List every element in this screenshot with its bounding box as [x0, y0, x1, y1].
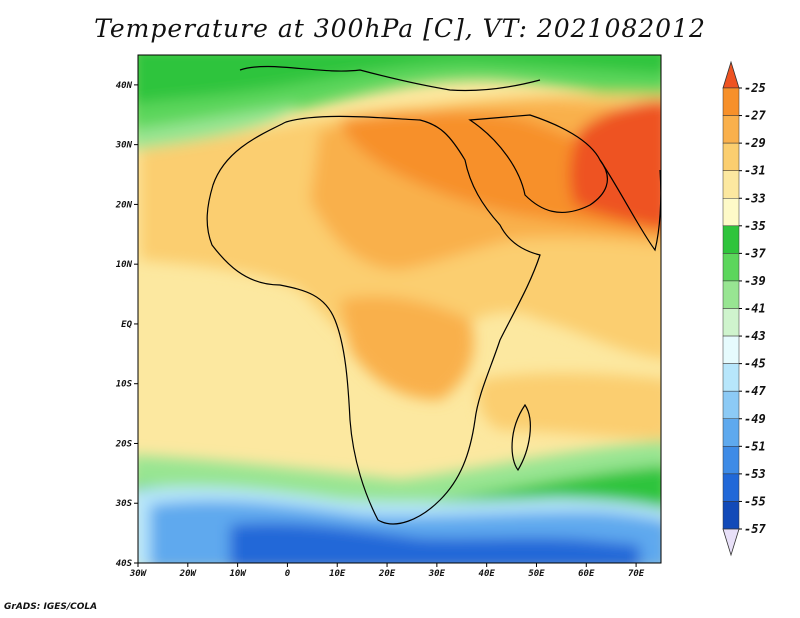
- lon-tick-label: 20W: [179, 569, 198, 579]
- colorbar-swatch: [722, 170, 740, 199]
- colorbar-swatch: [722, 87, 740, 116]
- colorbar-swatch: [722, 225, 740, 254]
- colorbar-swatch: [722, 280, 740, 309]
- lon-tick-label: 40E: [479, 569, 496, 579]
- lat-tick-label: 10N: [116, 260, 133, 270]
- colorbar-top-arrow: [722, 60, 740, 89]
- colorbar-label: -51: [744, 439, 766, 453]
- colorbar-label: -55: [744, 494, 766, 508]
- coastlines: [206, 65, 661, 525]
- lon-tick-label: 10E: [329, 569, 346, 579]
- lat-tick-label: 30S: [115, 499, 133, 509]
- field-india-hottest: [569, 100, 661, 229]
- lon-tick-label: 20E: [378, 569, 396, 579]
- colorbar-label: -37: [744, 246, 766, 260]
- lon-tick-label: 10W: [229, 569, 247, 579]
- lon-tick-label: 50E: [528, 569, 545, 579]
- lat-tick-label: 30N: [115, 141, 133, 151]
- field-north-light: [138, 104, 300, 150]
- colorbar-swatch: [722, 501, 740, 530]
- africa-coastline: [206, 115, 541, 525]
- map-title: Temperature at 300hPa [C], VT: 202108201…: [94, 14, 706, 43]
- colorbar-bottom-arrow: [722, 528, 740, 557]
- colorbar-swatch: [722, 142, 740, 171]
- colorbar-label: -29: [744, 136, 766, 150]
- lat-tick-label: 10S: [116, 380, 133, 390]
- europe-coastline: [239, 65, 541, 92]
- lat-tick-label: 40N: [116, 81, 133, 91]
- lon-tick-label: 60E: [578, 569, 595, 579]
- lon-tick-label: 0: [285, 569, 291, 579]
- field-ocean-warm: [478, 373, 661, 440]
- colorbar-label: -53: [744, 467, 766, 481]
- lat-tick-label: 20N: [115, 200, 133, 210]
- lat-tick-label: 20S: [115, 439, 133, 449]
- field-north-cold-core: [138, 55, 661, 104]
- colorbar-swatch: [722, 115, 740, 144]
- colorbar-label: -27: [744, 109, 766, 123]
- temperature-field: [138, 55, 661, 563]
- colorbar-swatch: [722, 363, 740, 392]
- colorbar-swatch: [722, 418, 740, 447]
- madagascar-coastline: [511, 403, 531, 472]
- colorbar-label: -33: [744, 191, 766, 205]
- footer-credit: GrADS: IGES/COLA: [4, 602, 98, 612]
- colorbar-swatch: [722, 390, 740, 419]
- latitude-axis: 40N 30N 20N 10N EQ 10S 20S 30S 40S: [115, 81, 138, 569]
- colorbar-label: -31: [744, 164, 766, 178]
- colorbar-swatch: [722, 473, 740, 502]
- lat-tick-label: EQ: [121, 320, 132, 330]
- longitude-axis: 30W 20W 10W 0 10E 20E 30E 40E 50E 60E 70E: [129, 563, 645, 579]
- colorbar-label: -45: [744, 357, 766, 371]
- colorbar-label: -41: [744, 302, 766, 316]
- colorbar-swatch: [722, 198, 740, 227]
- lat-tick-label: 40S: [116, 559, 133, 569]
- field-central-warm: [340, 296, 474, 400]
- lon-tick-label: 30E: [428, 569, 446, 579]
- colorbar-swatch: [722, 308, 740, 337]
- arabia-coastline: [468, 114, 608, 214]
- lon-tick-label: 70E: [628, 569, 645, 579]
- colorbar-label: -43: [744, 329, 766, 343]
- colorbar-label: -35: [744, 219, 766, 233]
- colorbar-label: -39: [744, 274, 766, 288]
- colorbar-swatch: [722, 253, 740, 282]
- colorbar: -25 -27 -29 -31 -33 -35 -37 -39 -41 -43 -45 -47 -49 -…: [722, 60, 766, 557]
- colorbar-swatch: [722, 335, 740, 364]
- colorbar-label: -47: [744, 384, 766, 398]
- colorbar-swatch: [722, 446, 740, 475]
- colorbar-label: -49: [744, 412, 766, 426]
- field-south-darkblue: [230, 522, 640, 563]
- colorbar-label: -25: [744, 81, 766, 95]
- map-frame: [137, 54, 662, 564]
- lon-tick-label: 30W: [129, 569, 148, 579]
- colorbar-label: -57: [744, 522, 766, 536]
